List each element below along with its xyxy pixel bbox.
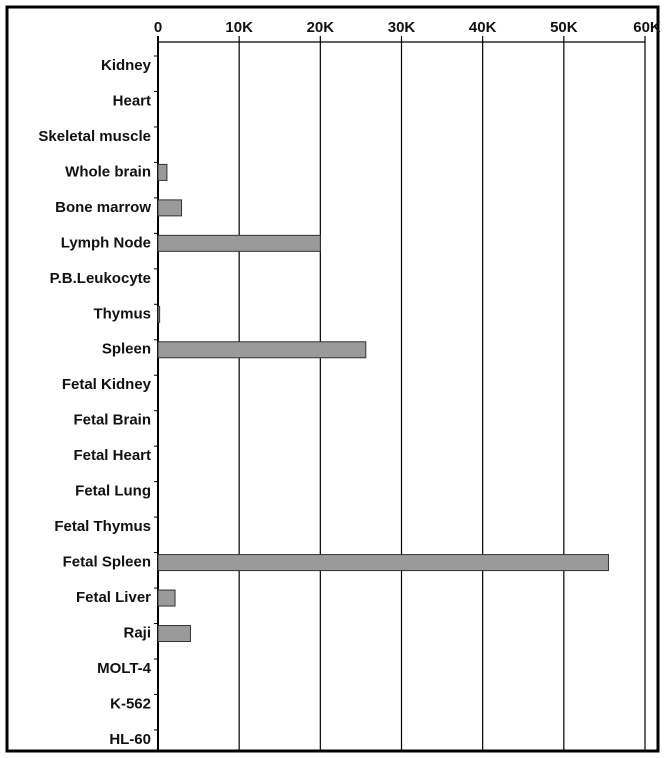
x-tick-label: 0 [154,19,162,36]
x-tick-label: 40K [469,19,497,36]
x-tick-label: 60K [633,19,661,36]
bar [157,589,176,607]
x-tick-label: 20K [307,19,335,36]
y-tick-label: K-562 [110,695,151,712]
y-tick-label: Thymus [93,305,151,322]
y-tick-label: Kidney [101,57,152,74]
bar [157,305,161,323]
y-tick-label: Spleen [102,341,151,358]
y-tick-label: Skeletal muscle [38,128,151,145]
y-tick-label: Raji [123,624,151,641]
x-tick-label: 50K [550,19,578,36]
frame [5,5,660,753]
y-tick-label: Whole brain [65,163,151,180]
bar [157,554,609,572]
y-tick-label: Fetal Spleen [63,554,151,571]
y-tick-label: Lymph Node [61,234,151,251]
y-tick-label: Heart [113,92,151,109]
bar [157,234,321,252]
x-tick-label: 30K [388,19,416,36]
x-tick-label: 10K [225,19,253,36]
bar [157,199,183,217]
y-tick-label: P.B.Leukocyte [50,270,151,287]
y-tick-label: Fetal Liver [76,589,151,606]
y-tick-label: Bone marrow [55,199,151,216]
bar [157,163,168,181]
bar [157,341,367,359]
y-tick-label: Fetal Kidney [62,376,152,393]
y-tick-label: Fetal Brain [73,412,151,429]
y-tick-label: MOLT-4 [97,660,152,677]
y-tick-label: Fetal Lung [75,483,151,500]
y-tick-label: HL-60 [109,731,151,748]
bar [157,625,191,643]
y-tick-label: Fetal Heart [73,447,151,464]
y-tick-label: Fetal Thymus [54,518,151,535]
